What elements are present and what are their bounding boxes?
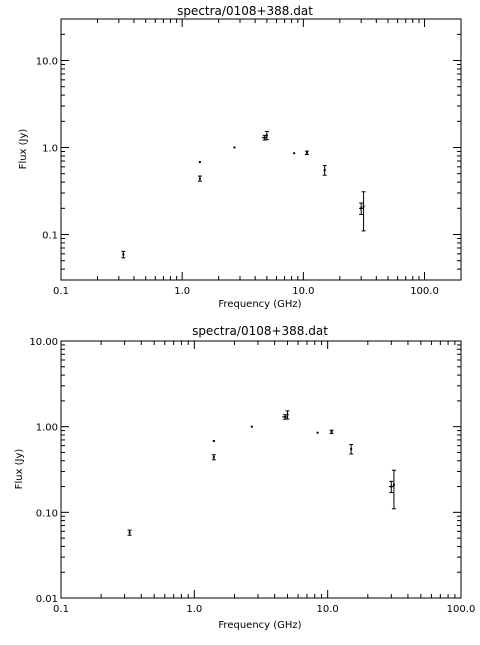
chart-panel-bottom: spectra/0108+388.dat 0.1 1.0 10.0 100.0 0.0… bbox=[14, 324, 475, 631]
x-tick-label: 100.0 bbox=[447, 604, 476, 615]
point-marker bbox=[305, 151, 308, 154]
y-axis-label: Flux (Jy) bbox=[14, 449, 25, 490]
data-points bbox=[121, 130, 366, 259]
x-tick-label: 10.0 bbox=[292, 286, 314, 297]
data-point bbox=[316, 431, 319, 434]
chart-panel-top: spectra/0108+388.dat 0.1 1.0 10.0 100.0 0.1… bbox=[18, 4, 462, 310]
data-point bbox=[264, 130, 269, 141]
data-point bbox=[322, 165, 327, 176]
point-marker bbox=[392, 483, 395, 486]
point-marker bbox=[265, 134, 268, 137]
point-marker bbox=[284, 415, 287, 418]
data-point bbox=[211, 454, 216, 461]
data-point bbox=[197, 175, 202, 182]
point-marker bbox=[198, 161, 201, 164]
x-tick-label: 100.0 bbox=[410, 286, 439, 297]
data-point bbox=[359, 202, 364, 215]
data-point bbox=[233, 146, 236, 149]
x-tick-label: 0.1 bbox=[53, 604, 69, 615]
x-axis-label: Frequency (GHz) bbox=[218, 299, 301, 310]
y-axis-label: Flux (Jy) bbox=[18, 129, 29, 170]
data-point bbox=[212, 440, 215, 443]
point-marker bbox=[263, 136, 266, 139]
x-tick-label: 1.0 bbox=[174, 286, 190, 297]
y-tick-label: 0.10 bbox=[36, 508, 58, 519]
data-point bbox=[127, 529, 132, 536]
y-tick-label: 10.0 bbox=[36, 57, 58, 68]
data-point bbox=[121, 250, 126, 259]
point-marker bbox=[360, 207, 363, 210]
chart-title: spectra/0108+388.dat bbox=[177, 4, 313, 18]
data-point bbox=[285, 410, 290, 420]
point-marker bbox=[390, 485, 393, 488]
point-marker bbox=[233, 146, 236, 149]
y-tick-label: 10.00 bbox=[29, 337, 58, 348]
y-tick-label: 0.01 bbox=[36, 594, 58, 605]
data-point bbox=[349, 443, 354, 455]
point-marker bbox=[122, 253, 125, 256]
data-point bbox=[361, 191, 366, 232]
x-axis-label: Frequency (GHz) bbox=[218, 620, 301, 631]
point-marker bbox=[350, 447, 353, 450]
point-marker bbox=[293, 152, 296, 155]
x-tick-labels: 0.1 1.0 10.0 100.0 bbox=[53, 604, 475, 615]
data-point bbox=[388, 480, 394, 494]
point-marker bbox=[128, 531, 131, 534]
plot-frame bbox=[60, 18, 462, 281]
y-tick-label: 1.0 bbox=[42, 144, 58, 155]
axis-ticks bbox=[60, 18, 462, 281]
y-tick-labels: 0.1 1.0 10.0 bbox=[36, 57, 58, 242]
data-points bbox=[127, 410, 396, 536]
x-tick-labels: 0.1 1.0 10.0 100.0 bbox=[53, 286, 439, 297]
point-marker bbox=[250, 425, 253, 428]
chart-title: spectra/0108+388.dat bbox=[192, 324, 328, 338]
y-tick-label: 1.00 bbox=[36, 423, 58, 434]
data-point bbox=[391, 469, 396, 510]
y-tick-labels: 0.01 0.10 1.00 10.00 bbox=[29, 337, 58, 605]
data-point bbox=[198, 161, 201, 164]
data-point bbox=[250, 425, 253, 428]
point-marker bbox=[362, 205, 365, 208]
point-marker bbox=[212, 456, 215, 459]
data-point bbox=[304, 150, 309, 156]
plot-frame bbox=[60, 340, 462, 599]
point-marker bbox=[316, 431, 319, 434]
x-tick-label: 0.1 bbox=[53, 286, 69, 297]
y-tick-label: 0.1 bbox=[42, 231, 58, 242]
point-marker bbox=[286, 413, 289, 416]
point-marker bbox=[198, 177, 201, 180]
data-point bbox=[293, 152, 296, 155]
x-tick-label: 10.0 bbox=[317, 604, 339, 615]
point-marker bbox=[212, 440, 215, 443]
point-marker bbox=[330, 430, 333, 433]
data-point bbox=[329, 429, 334, 435]
x-tick-label: 1.0 bbox=[186, 604, 202, 615]
axis-ticks bbox=[60, 340, 462, 599]
point-marker bbox=[323, 169, 326, 172]
